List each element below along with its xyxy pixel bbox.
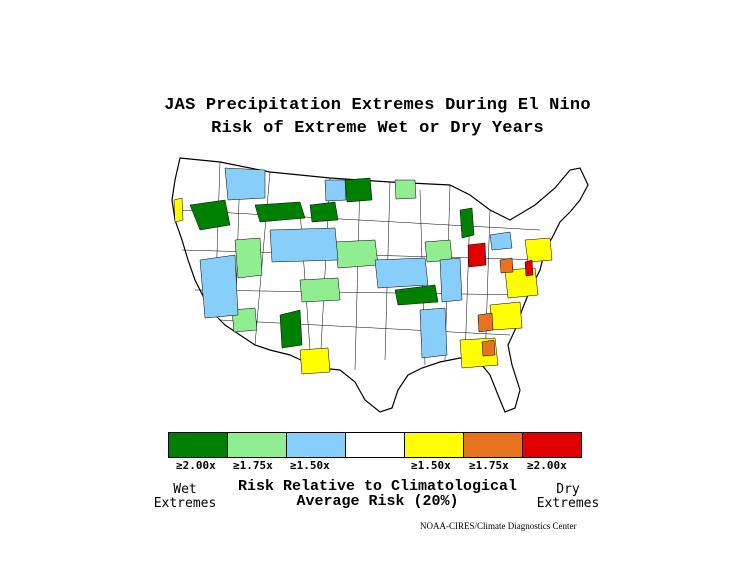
legend-swatch-dry-15x (405, 433, 464, 457)
legend-swatch-wet-2x (169, 433, 228, 457)
dry-2x-regions (467, 242, 534, 277)
legend-label-wet-15x: ≥1.50x (290, 459, 330, 472)
wet-15x-regions (199, 167, 513, 359)
legend-swatch-wet-175x (228, 433, 287, 457)
dry-extremes-label: Dry Extremes (530, 483, 606, 511)
map-subtitle: Risk of Extreme Wet or Dry Years (211, 119, 544, 138)
color-legend (168, 432, 582, 458)
wet-label-line2: Extremes (153, 496, 217, 511)
wet-175x-regions (231, 179, 453, 333)
wet-extremes-label: Wet Extremes (150, 483, 220, 511)
risk-label-line2: Average Risk (20%) (296, 493, 459, 510)
legend-label-dry-15x: ≥1.50x (411, 459, 451, 472)
legend-label-dry-2x: ≥2.00x (527, 459, 567, 472)
map-title: JAS Precipitation Extremes During El Nin… (164, 96, 591, 115)
dry-175x-regions (477, 257, 514, 357)
legend-label-wet-175x: ≥1.75x (233, 459, 273, 472)
legend-swatch-dry-175x (464, 433, 523, 457)
dry-label-line2: Extremes (536, 496, 600, 511)
credit-text: NOAA-CIRES/Climate Diagnostics Center (420, 521, 577, 531)
legend-swatch-dry-2x (523, 433, 581, 457)
risk-label-line1: Risk Relative to Climatological (237, 478, 518, 495)
us-climate-division-map (171, 157, 589, 413)
wet-label-line1: Wet (173, 482, 197, 497)
dry-label-line1: Dry (556, 482, 580, 497)
wet-2x-regions (189, 177, 475, 349)
legend-label-wet-2x: ≥2.00x (176, 459, 216, 472)
legend-swatch-wet-15x (287, 433, 346, 457)
legend-swatch-neutral (346, 433, 405, 457)
legend-label-dry-175x: ≥1.75x (469, 459, 509, 472)
